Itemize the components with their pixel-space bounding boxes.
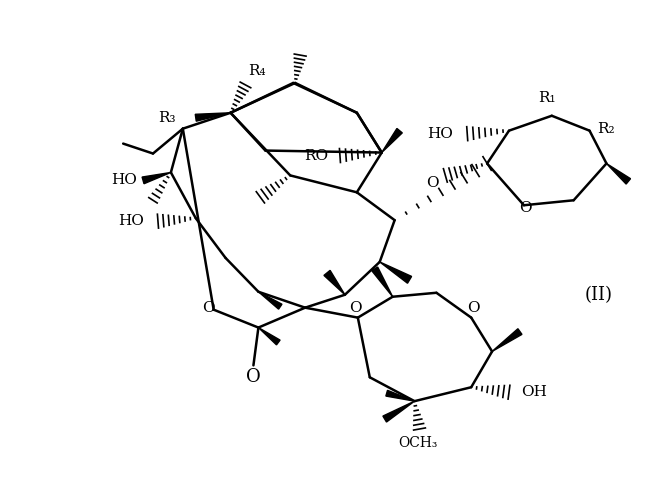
Text: O: O [519, 201, 532, 215]
Polygon shape [492, 328, 522, 351]
Polygon shape [379, 262, 412, 283]
Polygon shape [372, 267, 393, 296]
Polygon shape [381, 128, 403, 152]
Text: R₄: R₄ [248, 64, 266, 78]
Text: O: O [202, 300, 215, 314]
Polygon shape [324, 270, 345, 294]
Polygon shape [142, 172, 171, 184]
Text: RO: RO [304, 148, 328, 162]
Text: (II): (II) [585, 286, 612, 304]
Text: O: O [350, 300, 362, 314]
Polygon shape [195, 113, 230, 121]
Text: O: O [426, 176, 439, 190]
Text: R₃: R₃ [158, 110, 176, 124]
Text: OCH₃: OCH₃ [398, 436, 437, 450]
Text: HO: HO [118, 214, 144, 228]
Polygon shape [607, 164, 630, 184]
Polygon shape [259, 292, 282, 309]
Text: HO: HO [112, 174, 137, 188]
Polygon shape [259, 328, 280, 345]
Text: HO: HO [428, 126, 453, 140]
Text: R₁: R₁ [538, 91, 556, 105]
Text: OH: OH [521, 385, 546, 399]
Polygon shape [386, 390, 414, 401]
Text: O: O [467, 300, 480, 314]
Text: O: O [246, 368, 261, 386]
Polygon shape [383, 401, 414, 422]
Text: R₂: R₂ [597, 122, 615, 136]
